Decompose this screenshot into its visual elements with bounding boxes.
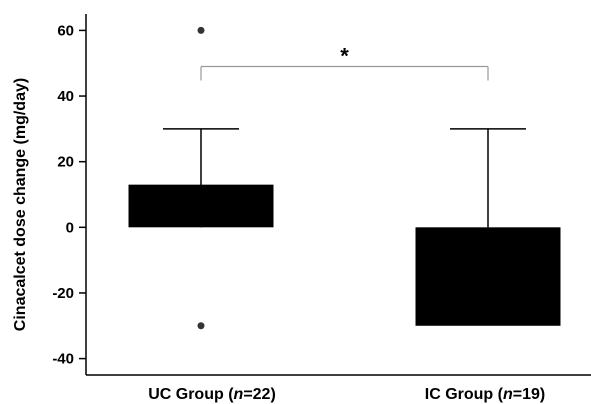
y-tick-label: 20	[57, 154, 74, 171]
significance-bracket: *	[200, 44, 489, 81]
bar	[128, 184, 274, 228]
y-tick-label: 40	[57, 88, 74, 105]
x-tick-label: UC Group (n=22)	[148, 386, 276, 403]
x-tick-label: IC Group (n=19)	[425, 386, 545, 403]
x-tick-labels: UC Group (n=22) IC Group (n=19)	[148, 386, 545, 403]
y-tick-label: -20	[52, 285, 74, 302]
outlier-point	[197, 26, 205, 34]
bar	[415, 227, 561, 326]
outliers	[197, 26, 205, 330]
outlier-point	[197, 322, 205, 330]
error-bars	[163, 128, 526, 228]
bars	[128, 184, 561, 326]
y-axis: 60 40 20 0 -20 -40	[52, 14, 87, 375]
y-tick-label: -40	[52, 351, 74, 368]
y-axis-label: Cinacalcet dose change (mg/day)	[12, 78, 29, 331]
significance-label: *	[340, 44, 349, 69]
y-tick-label: 60	[57, 22, 74, 39]
y-tick-label: 0	[66, 219, 74, 236]
